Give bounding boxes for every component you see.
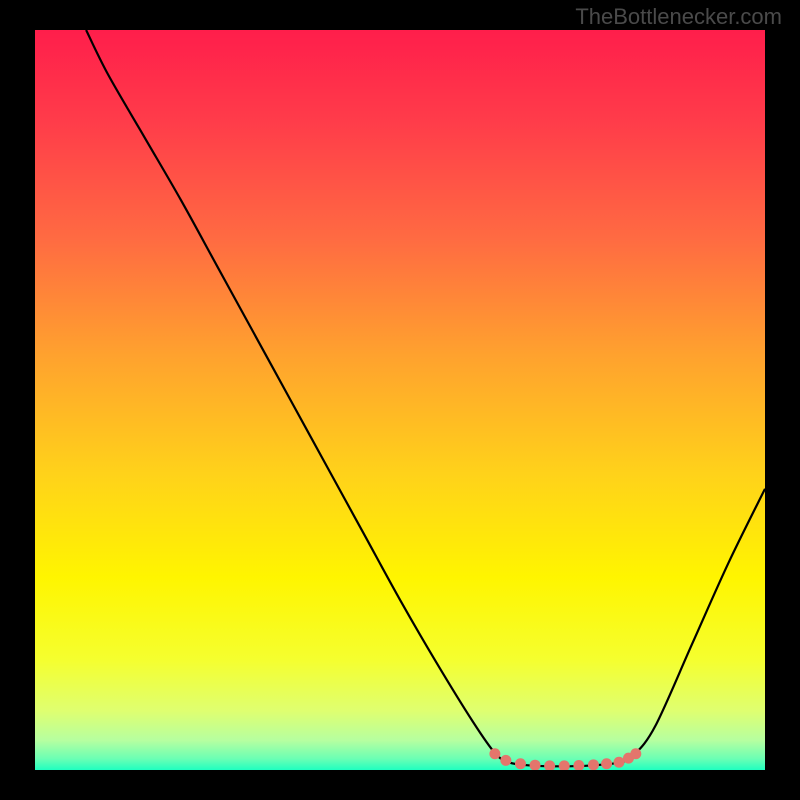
marker-dot [588,759,599,770]
curve-markers [489,748,641,770]
curve-path [86,30,765,766]
watermark-text: TheBottlenecker.com [575,4,782,30]
marker-dot [630,748,641,759]
marker-dot [614,757,625,768]
marker-dot [515,758,526,769]
plot-area [35,30,765,770]
marker-dot [573,760,584,770]
marker-dot [559,760,570,770]
marker-dot [601,758,612,769]
marker-dot [544,760,555,770]
marker-dot [530,760,541,770]
bottleneck-curve [35,30,765,770]
marker-dot [500,755,511,766]
marker-dot [489,748,500,759]
